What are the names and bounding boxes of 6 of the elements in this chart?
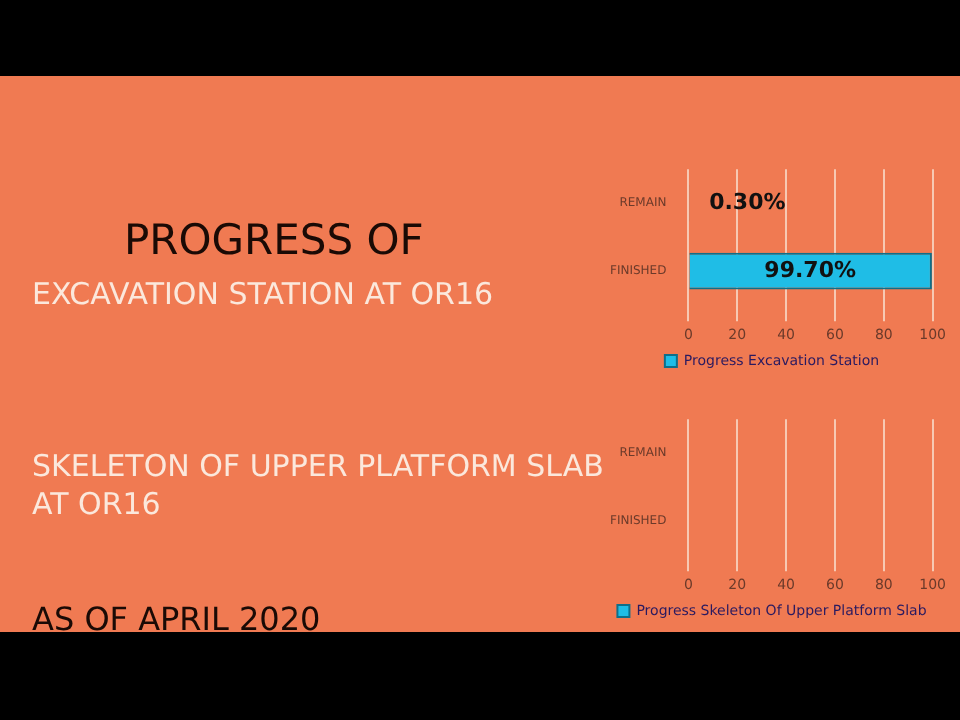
text: PROGRESS OF [124, 216, 424, 264]
text: EXCAVATION STATION AT OR16 [32, 276, 496, 314]
data-label: 0.30% [709, 188, 786, 215]
data-label: 99.70% [764, 256, 856, 283]
text: AS OF APRIL 2020 [32, 600, 321, 638]
text: SKELETON OF UPPER PLATFORM SLAB AT OR16 [32, 448, 606, 524]
